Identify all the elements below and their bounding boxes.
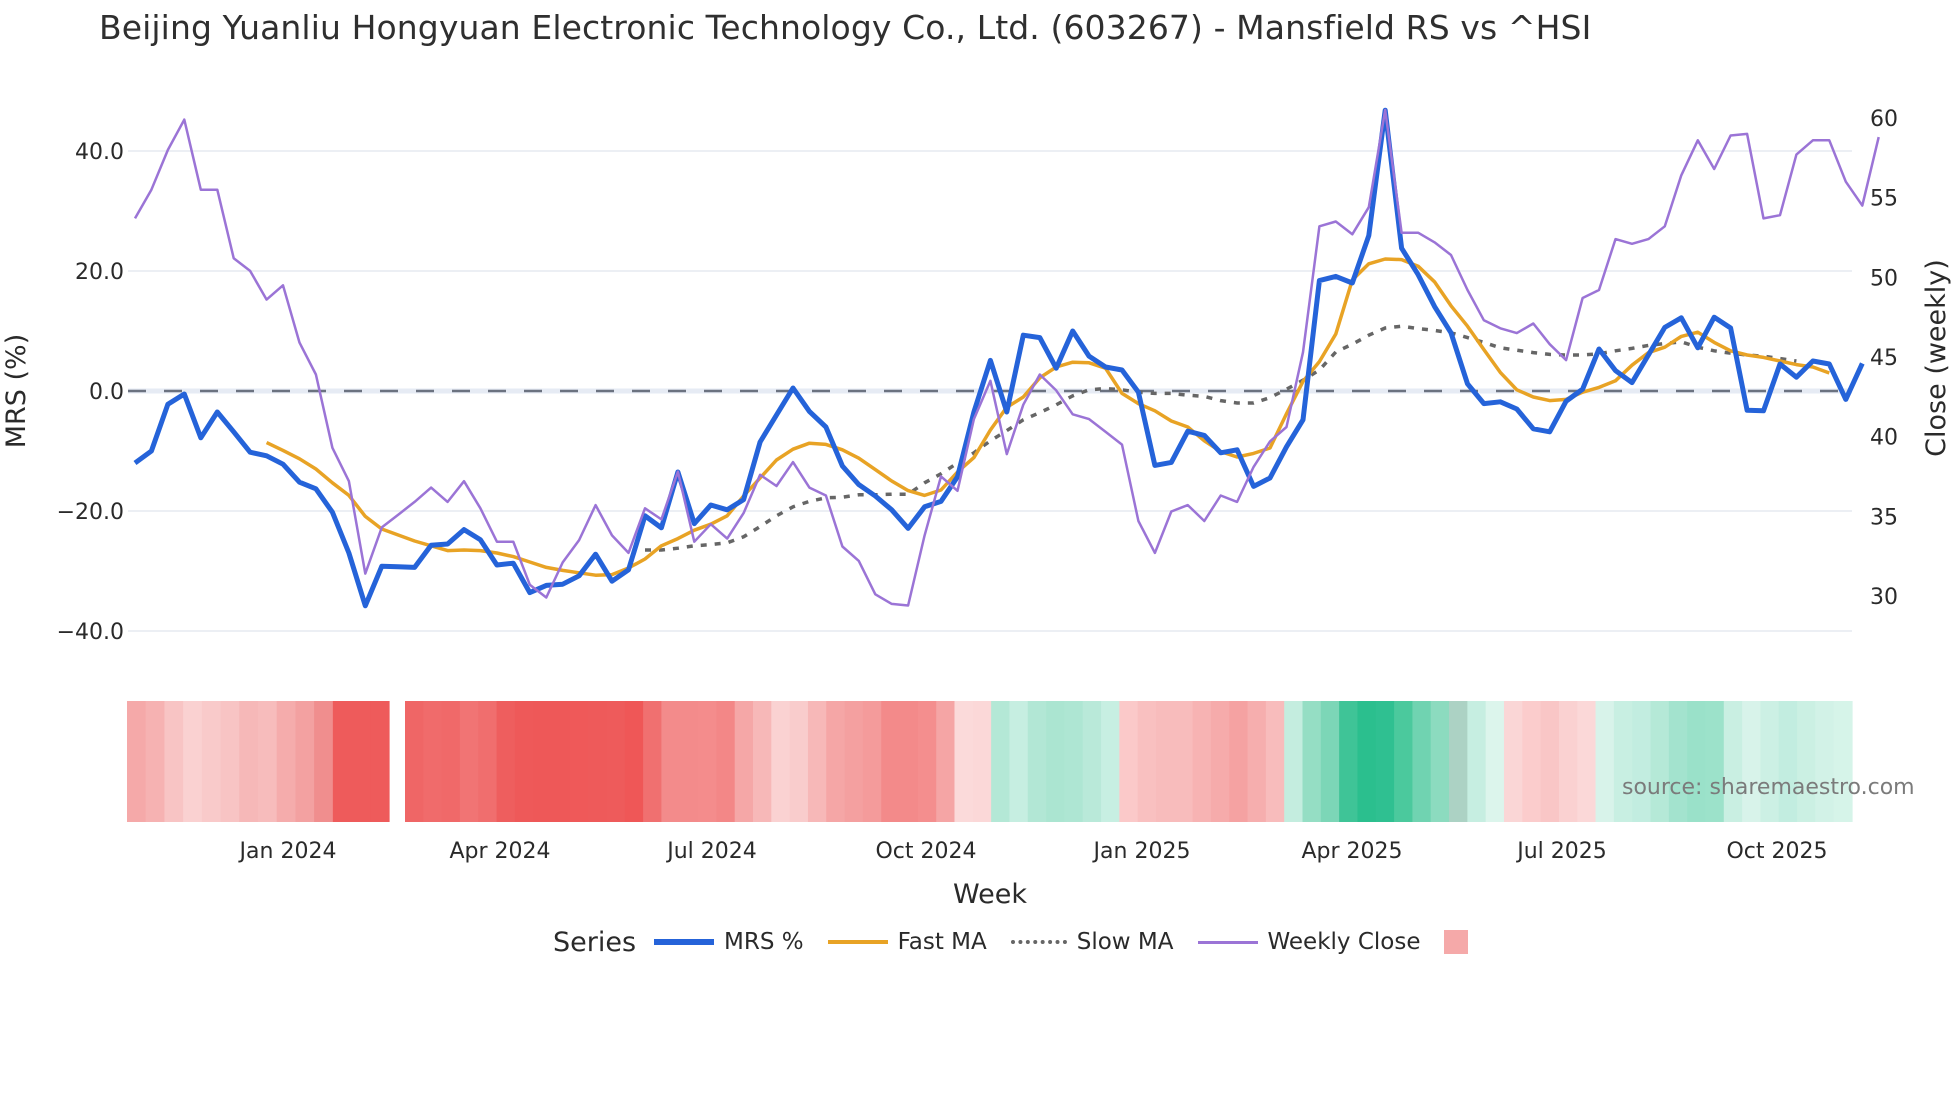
- svg-text:35: 35: [1870, 505, 1898, 530]
- fast-ma-line-swatch-icon: [827, 940, 888, 944]
- svg-text:Jul 2025: Jul 2025: [1515, 839, 1607, 864]
- svg-text:40: 40: [1870, 426, 1898, 451]
- svg-text:−20.0: −20.0: [57, 500, 124, 525]
- chart-title: Beijing Yuanliu Hongyuan Electronic Tech…: [99, 8, 1592, 47]
- relative-strength-heatmap: [127, 701, 1853, 822]
- legend: Series MRS % Fast MA Slow MA Weekly Clos…: [553, 922, 1492, 962]
- legend-item-fast-ma[interactable]: Fast MA: [827, 929, 987, 955]
- svg-text:Jan 2025: Jan 2025: [1092, 839, 1191, 864]
- legend-title: Series: [553, 926, 637, 958]
- series-lines: [133, 107, 1880, 609]
- mrs-line-swatch-icon: [654, 939, 715, 945]
- svg-text:40.0: 40.0: [75, 140, 124, 165]
- svg-text:45: 45: [1870, 346, 1898, 371]
- y-axis-title-left: MRS (%): [1, 334, 32, 449]
- legend-item-slow-ma[interactable]: Slow MA: [1010, 929, 1174, 955]
- svg-text:50: 50: [1870, 266, 1898, 291]
- legend-item-mrs[interactable]: MRS %: [654, 929, 804, 955]
- legend-item-heatmap[interactable]: [1444, 930, 1469, 954]
- svg-text:−40.0: −40.0: [57, 620, 124, 645]
- legend-label: MRS %: [724, 929, 804, 955]
- legend-label: Slow MA: [1076, 929, 1174, 955]
- legend-item-weekly-close[interactable]: Weekly Close: [1197, 929, 1421, 955]
- svg-text:Oct 2024: Oct 2024: [875, 839, 976, 864]
- svg-text:20.0: 20.0: [75, 260, 124, 285]
- svg-text:Oct 2025: Oct 2025: [1726, 839, 1827, 864]
- svg-text:Jul 2024: Jul 2024: [665, 839, 757, 864]
- svg-text:Jan 2024: Jan 2024: [238, 839, 337, 864]
- x-axis-ticks: Jan 2024 Apr 2024 Jul 2024 Oct 2024 Jan 2025…: [238, 839, 1828, 864]
- x-axis-title: Week: [953, 879, 1027, 910]
- y-axis-title-right: Close (weekly): [1921, 259, 1952, 457]
- gridlines: [128, 150, 1852, 632]
- svg-text:Apr 2025: Apr 2025: [1301, 839, 1402, 864]
- left-axis-ticks: 40.0 20.0 0.0 −20.0 −40.0: [57, 140, 124, 645]
- heatmap-swatch-icon: [1444, 930, 1469, 954]
- weekly-close-line-swatch-icon: [1197, 940, 1258, 944]
- right-axis-ticks: 60 55 50 45 40 35 30: [1870, 107, 1898, 610]
- svg-text:55: 55: [1870, 187, 1898, 212]
- slow-ma-dotted-swatch-icon: [1010, 940, 1067, 944]
- svg-text:Apr 2024: Apr 2024: [449, 839, 550, 864]
- source-watermark: source: sharemaestro.com: [1622, 775, 1915, 800]
- legend-label: Weekly Close: [1267, 929, 1421, 955]
- legend-label: Fast MA: [897, 929, 987, 955]
- svg-text:30: 30: [1870, 585, 1898, 610]
- svg-text:60: 60: [1870, 107, 1898, 132]
- svg-text:0.0: 0.0: [89, 380, 124, 405]
